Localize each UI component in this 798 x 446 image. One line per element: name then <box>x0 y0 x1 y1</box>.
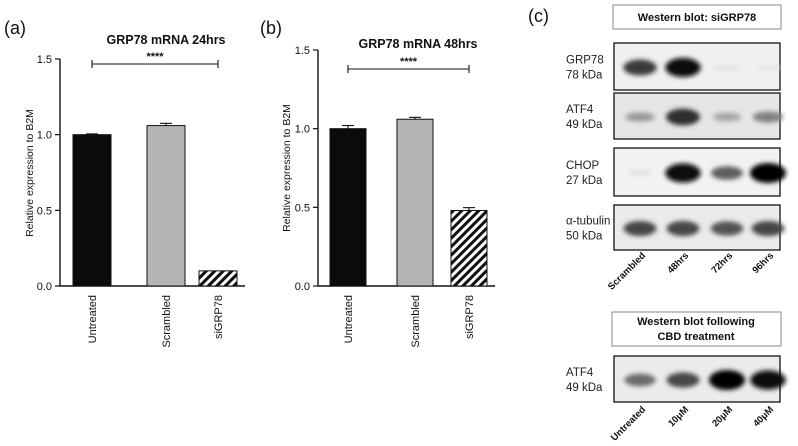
chart-b-ytick-label: 0.5 <box>295 202 310 214</box>
blot2-title-box <box>611 311 782 347</box>
blot2-protein-label: ATF4 <box>566 367 594 379</box>
blot1-kda-label: 50 kDa <box>566 231 603 243</box>
chart-b-title: GRP78 mRNA 48hrs <box>358 37 477 51</box>
blot1-lane-label: 48hrs <box>665 250 691 276</box>
western-blots: GRP78 78 kDa ATF4 49 kDa CHOP 27 kDa α-tubulin… <box>566 42 786 443</box>
blot2-band <box>666 372 700 388</box>
chart-a-category-label: siGRP78 <box>213 295 225 339</box>
chart-b-ylabel: Relative expression to B2M <box>281 104 293 232</box>
chart-b-ytick-label: 1.5 <box>295 45 310 57</box>
chart-a-ytick-label: 0.0 <box>37 281 52 293</box>
chart-a-bar-untreated <box>72 134 112 287</box>
blot2-band <box>750 370 786 390</box>
chart-a-bar-sigrp78 <box>198 270 238 287</box>
blot1-protein-label: ATF4 <box>566 104 594 116</box>
blot1-band <box>751 220 785 237</box>
blot2-title-line2: CBD treatment <box>657 331 734 343</box>
blot1-band <box>711 166 743 180</box>
blot1-title: Western blot: siGRP78 <box>638 12 756 24</box>
blot1-band <box>623 59 657 76</box>
blot1-band <box>623 220 657 237</box>
blot2-lane-label: 10μM <box>666 404 691 429</box>
chart-b-plot: 0.0 0.5 1.0 1.5 Untreated Scrambled siGRP78 ***… <box>295 45 495 348</box>
panel-c-label: (c) <box>528 6 549 26</box>
chart-a-category-label: Scrambled <box>161 295 173 348</box>
chart-a-ytick-label: 1.5 <box>37 54 52 66</box>
blot1-membrane <box>613 92 781 140</box>
blot1-band <box>665 163 701 183</box>
blot2-lane-label: Untreated <box>609 404 648 443</box>
chart-b-category-label: Scrambled <box>410 295 422 348</box>
chart-b-bar-sigrp78 <box>450 209 488 287</box>
panel-a-label: (a) <box>4 18 26 38</box>
blot2-lane-label: 40μM <box>751 404 776 429</box>
blot1-band <box>665 57 701 78</box>
blot1-title-box <box>612 4 782 30</box>
chart-a-plot: 0.0 0.5 1.0 1.5 Untreated Scrambled siGRP78 ***… <box>37 51 245 348</box>
blot1-protein-label: CHOP <box>566 160 600 172</box>
blot1-kda-label: 49 kDa <box>566 119 603 131</box>
blot1-lane-label: 96hrs <box>750 250 776 276</box>
chart-a-bar-scrambled <box>146 125 186 287</box>
blot1-band <box>750 163 786 183</box>
chart-a-ylabel: Relative expression to B2M <box>24 109 36 237</box>
blot1-protein-label: GRP78 <box>566 55 604 67</box>
blot1-band <box>666 108 700 126</box>
blot1-band <box>626 170 654 176</box>
blot1-protein-label: α-tubulin <box>566 216 610 228</box>
blot1-band <box>754 65 782 70</box>
blot2-band <box>624 373 656 387</box>
chart-a-ytick-label: 1.0 <box>37 130 52 142</box>
blot1-lane-label: 72hrs <box>709 250 735 276</box>
blot2-band <box>709 370 745 390</box>
blot1-band <box>666 220 700 237</box>
chart-a-significance-label: **** <box>146 51 164 63</box>
blot1-kda-label: 27 kDa <box>566 175 603 187</box>
chart-b-ytick-label: 0.0 <box>295 281 310 293</box>
blot1-band <box>713 65 741 70</box>
blot1-kda-label: 78 kDa <box>566 70 603 82</box>
blot2-title-line1: Western blot following <box>637 316 755 328</box>
chart-b-category-label: siGRP78 <box>464 295 476 339</box>
blot1-band <box>712 112 742 122</box>
chart-b-ytick-label: 1.0 <box>295 124 310 136</box>
blot1-band <box>710 221 744 236</box>
blot1-lane-label: Scrambled <box>606 250 648 292</box>
chart-b-significance-label: **** <box>400 56 418 68</box>
chart-a-ytick-label: 0.5 <box>37 205 52 217</box>
chart-b-category-label: Untreated <box>343 295 355 343</box>
blot2-lane-label: 20μM <box>710 404 735 429</box>
chart-b-bar-scrambled <box>396 118 434 287</box>
chart-a-title: GRP78 mRNA 24hrs <box>106 33 225 47</box>
blot1-band <box>752 111 784 123</box>
chart-a-category-label: Untreated <box>87 295 99 343</box>
blot1-band <box>625 112 655 122</box>
chart-b-bar-untreated <box>329 128 367 287</box>
panel-b-label: (b) <box>260 18 282 38</box>
blot2-kda-label: 49 kDa <box>566 382 603 394</box>
